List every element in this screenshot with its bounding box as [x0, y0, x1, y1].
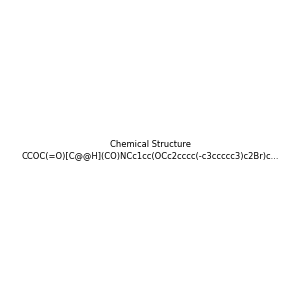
Text: Chemical Structure
CCOC(=O)[C@@H](CO)NCc1cc(OCc2cccc(-c3ccccc3)c2Br)c...: Chemical Structure CCOC(=O)[C@@H](CO)NCc…	[21, 140, 279, 160]
